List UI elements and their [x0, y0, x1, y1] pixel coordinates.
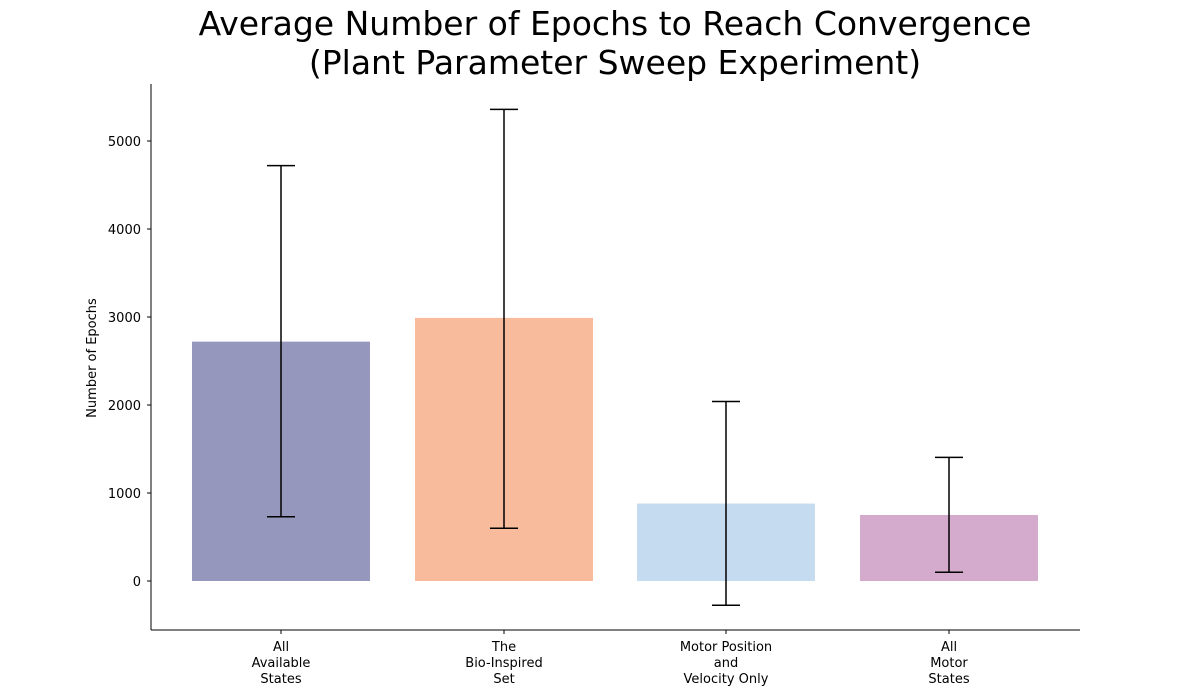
x-tick-label-line: Motor — [930, 656, 968, 671]
x-tick-label-3: Motor Position and Velocity Only — [680, 640, 772, 687]
x-tick-label-line: All — [273, 640, 289, 655]
y-tick-label: 1000 — [108, 487, 141, 502]
y-tick-label: 2000 — [108, 399, 141, 414]
y-tick-label: 4000 — [108, 223, 141, 238]
error-bar-4 — [935, 456, 963, 573]
x-tick-label-line: and — [714, 656, 738, 671]
x-tick-label-line: The — [491, 640, 516, 655]
chart-title: Average Number of Epochs to Reach Conver… — [0, 4, 1200, 82]
y-axis-label: Number of Epochs — [85, 298, 100, 418]
x-tick-label-line: Bio-Inspired — [465, 656, 542, 671]
x-tick-label-4: All Motor States — [928, 640, 969, 687]
error-bars-layer — [267, 108, 963, 606]
error-bar-1 — [267, 164, 295, 518]
chart-title-line-2: (Plant Parameter Sweep Experiment) — [308, 43, 922, 82]
y-tick-label: 3000 — [108, 311, 141, 326]
x-tick-label-1: All Available States — [252, 640, 311, 687]
error-bar-2 — [490, 108, 518, 529]
error-bar-3 — [712, 400, 740, 606]
x-tick-label-line: Motor Position — [680, 640, 772, 655]
y-tick-label: 5000 — [108, 135, 141, 150]
bars-layer — [192, 317, 1038, 581]
x-tick-label-line: Velocity Only — [684, 672, 769, 687]
x-tick-label-line: Set — [493, 672, 514, 687]
x-tick-label-line: All — [941, 640, 957, 655]
y-tick-label: 0 — [133, 575, 141, 590]
y-ticks: 0 1000 2000 3000 4000 5000 — [108, 135, 151, 590]
chart-title-line-1: Average Number of Epochs to Reach Conver… — [198, 4, 1032, 43]
x-tick-label-line: States — [260, 672, 301, 687]
x-tick-label-line: States — [928, 672, 969, 687]
x-tick-label-line: Available — [252, 656, 311, 671]
x-tick-label-2: The Bio-Inspired Set — [465, 640, 542, 687]
